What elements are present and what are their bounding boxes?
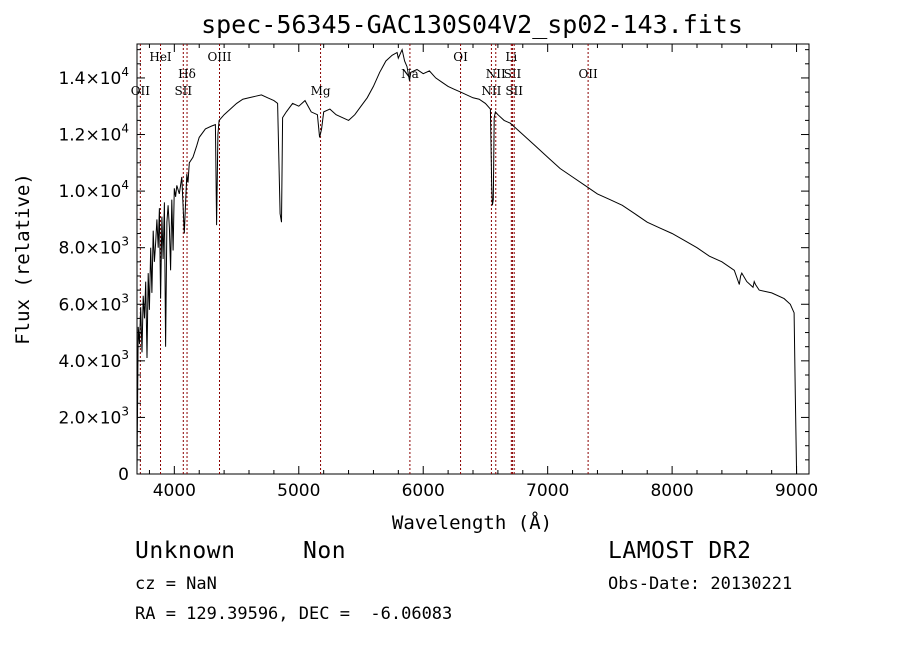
chart-title: spec-56345-GAC130S04V2_sp02-143.fits <box>201 10 743 39</box>
emission-line-label: SII <box>504 67 522 81</box>
emission-line-label: SII <box>505 84 523 98</box>
x-tick-label: 9000 <box>775 481 818 501</box>
y-tick-label: 2.0×103 <box>58 404 129 428</box>
emission-line-label: Li <box>505 50 517 64</box>
observation-date: Obs-Date: 20130221 <box>608 574 793 594</box>
y-tick-label: 1.4×104 <box>58 65 129 89</box>
emission-line-label: NII <box>486 67 506 81</box>
emission-line-label: OII <box>578 67 598 81</box>
emission-line-label: OIII <box>207 50 231 64</box>
emission-line-label: OII <box>131 84 151 98</box>
y-tick-label: 1.2×104 <box>58 122 129 146</box>
x-tick-label: 8000 <box>650 481 693 501</box>
survey-name: LAMOST DR2 <box>608 538 752 564</box>
x-tick-label: 5000 <box>277 481 320 501</box>
x-axis-label: Wavelength (Å) <box>392 511 552 534</box>
emission-line-label: NII <box>481 84 501 98</box>
x-axis-ticks: 4000 5000 6000 7000 8000 9000 <box>148 44 818 501</box>
emission-line-label: OI <box>453 50 468 64</box>
object-subclass: Non <box>303 538 347 564</box>
y-tick-label: 0 <box>118 465 129 485</box>
y-tick-label: 1.0×104 <box>58 178 129 202</box>
spectrum-series-line <box>136 48 798 475</box>
object-class: Unknown <box>135 538 236 564</box>
y-axis-ticks: 0 2.0×103 4.0×103 6.0×103 8.0×103 1.0×104 1.2×… <box>58 49 809 485</box>
x-tick-label: 7000 <box>526 481 569 501</box>
emission-line-label: SII <box>174 84 192 98</box>
x-tick-label: 4000 <box>153 481 196 501</box>
emission-line-label: Hδ <box>178 67 196 81</box>
plot-frame <box>136 43 810 475</box>
y-tick-label: 8.0×103 <box>58 235 129 259</box>
emission-line-label: HeI <box>149 50 172 64</box>
redshift-cz: cz = NaN <box>135 574 217 594</box>
x-tick-label: 6000 <box>402 481 445 501</box>
emission-line-label: Mg <box>311 84 331 98</box>
y-tick-label: 4.0×103 <box>58 348 129 372</box>
y-axis-label: Flux (relative) <box>12 173 34 345</box>
y-tick-label: 6.0×103 <box>58 291 129 315</box>
ra-dec-coordinates: RA = 129.39596, DEC = -6.06083 <box>135 604 453 624</box>
